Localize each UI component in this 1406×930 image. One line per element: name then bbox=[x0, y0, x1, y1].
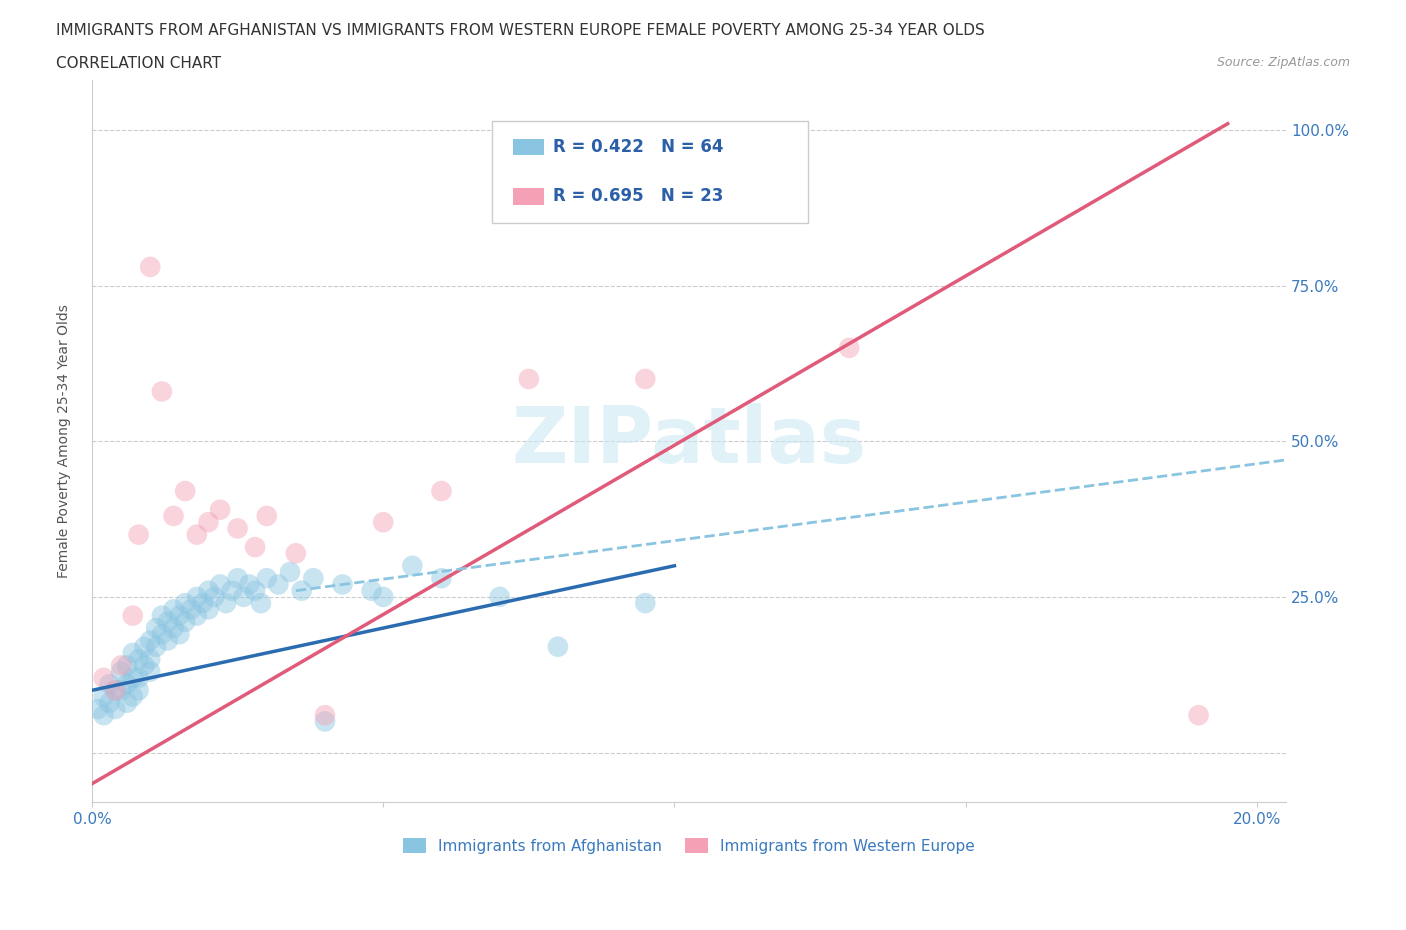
Point bbox=[110, 683, 132, 698]
Point bbox=[256, 571, 278, 586]
Point bbox=[121, 608, 143, 623]
Point bbox=[291, 583, 314, 598]
Text: ZIPatlas: ZIPatlas bbox=[512, 404, 866, 479]
Point bbox=[284, 546, 307, 561]
Point bbox=[145, 639, 167, 654]
Legend: Immigrants from Afghanistan, Immigrants from Western Europe: Immigrants from Afghanistan, Immigrants … bbox=[396, 831, 981, 859]
Point bbox=[128, 652, 150, 667]
Point bbox=[115, 658, 138, 672]
Point bbox=[401, 558, 423, 573]
Point bbox=[139, 259, 162, 274]
Point bbox=[156, 615, 179, 630]
Point bbox=[87, 701, 110, 716]
Point bbox=[139, 633, 162, 648]
Point bbox=[115, 677, 138, 692]
Point bbox=[110, 664, 132, 679]
Point bbox=[202, 590, 225, 604]
Point bbox=[186, 527, 208, 542]
Point bbox=[162, 509, 184, 524]
Text: CORRELATION CHART: CORRELATION CHART bbox=[56, 56, 221, 71]
Point bbox=[186, 608, 208, 623]
Point bbox=[314, 714, 336, 729]
Point bbox=[197, 583, 219, 598]
Point bbox=[174, 484, 197, 498]
Point bbox=[373, 590, 395, 604]
Point bbox=[215, 596, 238, 611]
Point bbox=[128, 683, 150, 698]
Point bbox=[93, 708, 115, 723]
Point bbox=[156, 633, 179, 648]
Point bbox=[314, 708, 336, 723]
Point bbox=[226, 521, 249, 536]
Point bbox=[256, 509, 278, 524]
Point bbox=[634, 596, 657, 611]
Point bbox=[634, 372, 657, 387]
Point bbox=[226, 571, 249, 586]
Point bbox=[121, 671, 143, 685]
Text: IMMIGRANTS FROM AFGHANISTAN VS IMMIGRANTS FROM WESTERN EUROPE FEMALE POVERTY AMO: IMMIGRANTS FROM AFGHANISTAN VS IMMIGRANT… bbox=[56, 23, 986, 38]
Point bbox=[221, 583, 243, 598]
Point bbox=[128, 671, 150, 685]
Point bbox=[128, 527, 150, 542]
Point bbox=[430, 484, 453, 498]
Point bbox=[150, 608, 173, 623]
Point bbox=[186, 590, 208, 604]
Point bbox=[267, 577, 290, 591]
Point bbox=[332, 577, 354, 591]
Point bbox=[209, 502, 232, 517]
Point bbox=[115, 696, 138, 711]
Point bbox=[169, 627, 191, 642]
Text: Source: ZipAtlas.com: Source: ZipAtlas.com bbox=[1216, 56, 1350, 69]
Text: R = 0.695   N = 23: R = 0.695 N = 23 bbox=[553, 187, 723, 206]
Point bbox=[373, 514, 395, 529]
Point bbox=[139, 664, 162, 679]
Point bbox=[174, 615, 197, 630]
Point bbox=[121, 645, 143, 660]
Point bbox=[838, 340, 860, 355]
Point bbox=[98, 696, 121, 711]
Point bbox=[180, 602, 202, 617]
Point bbox=[162, 602, 184, 617]
Point bbox=[134, 658, 156, 672]
Point bbox=[360, 583, 382, 598]
Text: R = 0.422   N = 64: R = 0.422 N = 64 bbox=[553, 138, 723, 156]
Point bbox=[430, 571, 453, 586]
Point bbox=[232, 590, 254, 604]
Point bbox=[238, 577, 260, 591]
Point bbox=[134, 639, 156, 654]
Point bbox=[1187, 708, 1209, 723]
Point bbox=[150, 384, 173, 399]
Point bbox=[243, 583, 266, 598]
Point bbox=[517, 372, 540, 387]
Point bbox=[278, 565, 301, 579]
Point bbox=[104, 701, 127, 716]
Point bbox=[145, 620, 167, 635]
Point bbox=[209, 577, 232, 591]
Point bbox=[104, 683, 127, 698]
Point bbox=[250, 596, 273, 611]
Point bbox=[139, 652, 162, 667]
Point bbox=[93, 689, 115, 704]
Point bbox=[302, 571, 325, 586]
Point bbox=[197, 514, 219, 529]
Point bbox=[174, 596, 197, 611]
Point bbox=[93, 671, 115, 685]
Point bbox=[191, 596, 214, 611]
Point bbox=[121, 689, 143, 704]
Point bbox=[197, 602, 219, 617]
Point bbox=[110, 658, 132, 672]
Y-axis label: Female Poverty Among 25-34 Year Olds: Female Poverty Among 25-34 Year Olds bbox=[58, 304, 72, 578]
Point bbox=[162, 620, 184, 635]
Point bbox=[169, 608, 191, 623]
Point bbox=[98, 677, 121, 692]
Point bbox=[104, 683, 127, 698]
Point bbox=[150, 627, 173, 642]
Point bbox=[547, 639, 569, 654]
Point bbox=[243, 539, 266, 554]
Point bbox=[488, 590, 510, 604]
